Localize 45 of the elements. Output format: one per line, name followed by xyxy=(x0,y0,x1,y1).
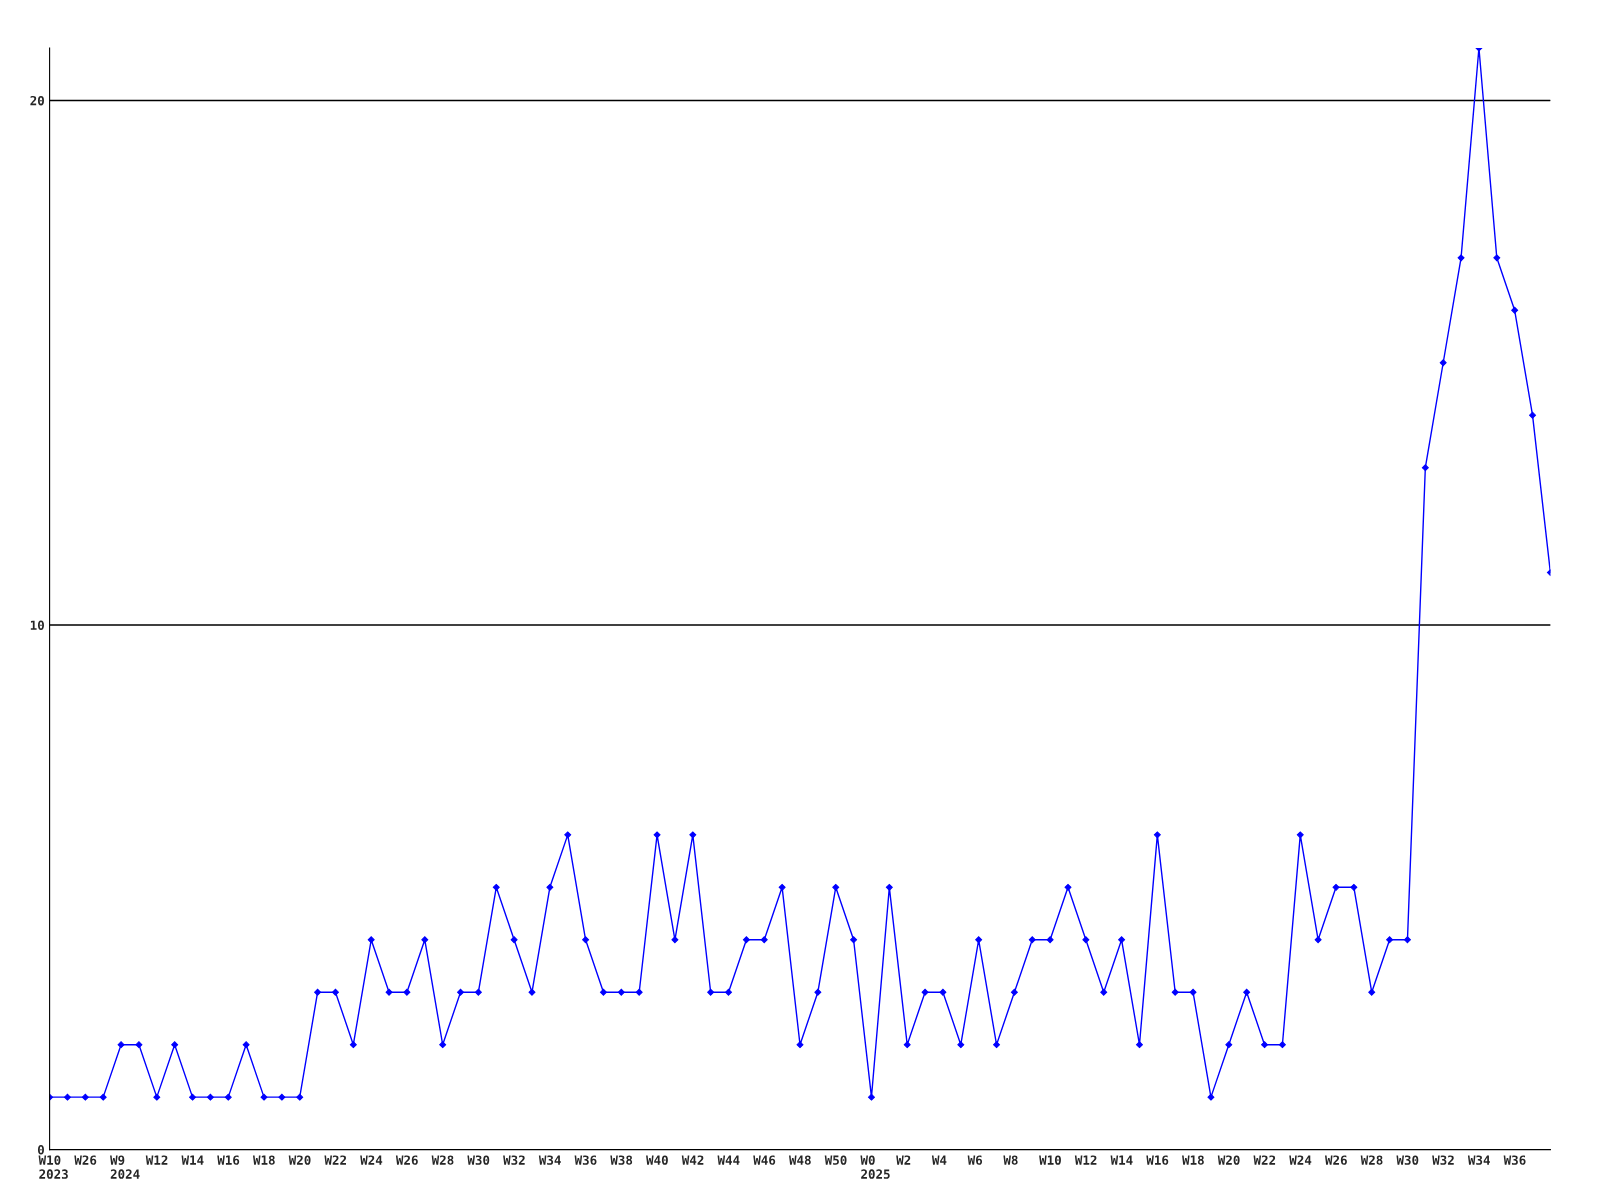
x-tick-label: W32 xyxy=(1432,1155,1454,1165)
y-tick-label: 0 xyxy=(37,1145,44,1155)
x-tick-label: W2 xyxy=(896,1155,911,1165)
x-tick-label: W22 xyxy=(1253,1155,1276,1165)
x-tick-label: W0 2025 xyxy=(860,1155,890,1179)
x-tick-label: W4 xyxy=(931,1155,947,1165)
y-tick-label: 20 xyxy=(30,95,44,106)
x-tick-label: W28 xyxy=(1360,1155,1383,1165)
x-tick-label: W18 xyxy=(253,1155,275,1165)
x-tick-label: W44 xyxy=(717,1155,740,1165)
x-tick-label: W14 xyxy=(1110,1155,1133,1165)
x-tick-label: W42 xyxy=(681,1155,704,1165)
x-tick-label: W16 xyxy=(1146,1155,1169,1165)
x-tick-label: W38 xyxy=(610,1155,633,1165)
x-tick-label: W36 xyxy=(1503,1155,1526,1165)
x-tick-label: W48 xyxy=(789,1155,811,1165)
x-tick-label: W18 xyxy=(1182,1155,1204,1165)
x-tick-label: W22 xyxy=(324,1155,347,1165)
x-tick-label: W40 xyxy=(646,1155,668,1165)
x-tick-label: W24 xyxy=(360,1155,383,1165)
x-tick-label: W32 xyxy=(503,1155,525,1165)
x-tick-label: W9 2024 xyxy=(110,1155,140,1179)
x-tick-label: W26 xyxy=(74,1155,97,1165)
x-tick-label: W50 xyxy=(824,1155,847,1165)
x-tick-label: W8 xyxy=(1003,1155,1018,1165)
x-tick-label: W26 xyxy=(395,1155,418,1165)
x-tick-label: W46 xyxy=(753,1155,776,1165)
x-tick-label: W10 2023 xyxy=(38,1155,68,1179)
x-tick-label: W26 xyxy=(1325,1155,1347,1165)
x-tick-label: W24 xyxy=(1289,1155,1312,1165)
y-tick-label: 10 xyxy=(30,620,44,630)
x-tick-label: W34 xyxy=(538,1155,561,1165)
x-tick-label: W14 xyxy=(181,1155,204,1165)
x-tick-label: W20 xyxy=(1217,1155,1240,1165)
x-tick-label: W28 xyxy=(431,1155,454,1165)
x-tick-label: W10 xyxy=(1039,1155,1061,1165)
x-tick-label: W6 xyxy=(967,1155,983,1165)
x-tick-label: W20 xyxy=(288,1155,311,1165)
x-tick-label: W16 xyxy=(217,1155,240,1165)
x-tick-label: W30 xyxy=(467,1155,490,1165)
x-tick-label: W12 xyxy=(145,1155,168,1165)
x-tick-label: W12 xyxy=(1074,1155,1097,1165)
x-tick-label: W30 xyxy=(1396,1155,1419,1165)
x-tick-label: W34 xyxy=(1467,1155,1490,1165)
x-tick-label: W36 xyxy=(574,1155,597,1165)
